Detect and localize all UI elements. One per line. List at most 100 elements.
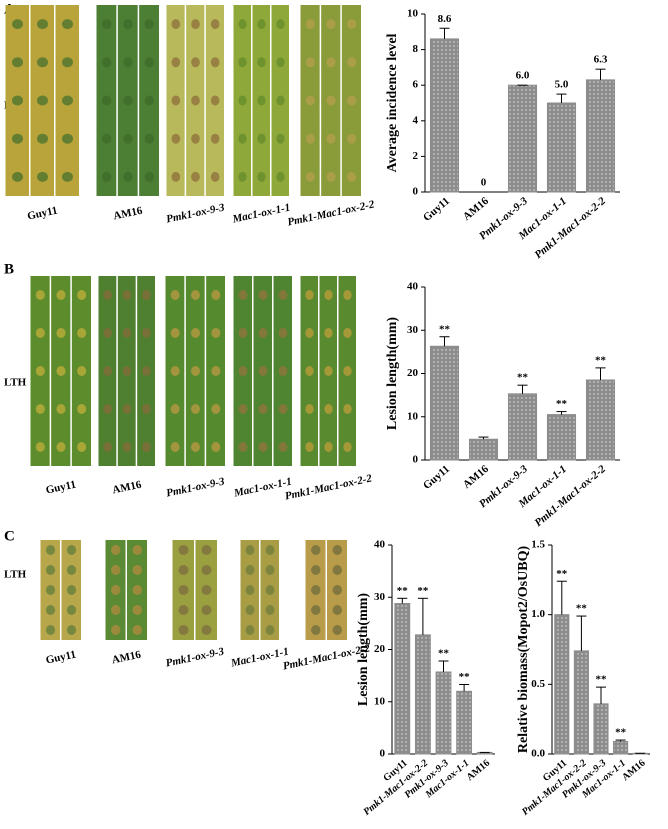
leaf-spot (257, 171, 266, 182)
leaf-spot (245, 625, 255, 635)
bar (585, 379, 616, 461)
leaf-spot (276, 57, 285, 68)
leaf-spot (66, 585, 77, 595)
leaf-spot (170, 290, 180, 300)
leaf-spot (343, 290, 352, 300)
leaf-spot (238, 328, 248, 338)
leaf-spot (347, 19, 357, 30)
y-axis-label: Average incidence level (385, 33, 400, 172)
leaf-spot (77, 290, 87, 300)
leaf-spot (37, 95, 48, 106)
photo-caption: Pmk1-ox-9-3 (165, 201, 226, 225)
leaf-spot (191, 290, 200, 300)
leaf-spot (45, 585, 56, 595)
leaf-spot (191, 366, 200, 376)
leaf-spot (103, 328, 112, 338)
leaf-spot (347, 95, 357, 106)
panel-letter: B (4, 261, 14, 277)
photo-caption: Pmk1-Mac1-ox-2-2 (286, 198, 376, 228)
leaf-spot (257, 95, 266, 106)
value-label: 5.0 (555, 79, 569, 91)
leaf-spot (326, 133, 336, 144)
leaf-spot (12, 171, 23, 182)
leaf-spot (111, 585, 121, 595)
leaf-spot (103, 404, 112, 414)
y-tick-label: 10 (407, 410, 419, 422)
leaf-spot (12, 95, 23, 106)
significance-label: ** (556, 568, 568, 580)
photo-caption: Guy11 (26, 204, 58, 222)
leaf-spot (170, 404, 180, 414)
leaf-spot (142, 366, 151, 376)
leaf-spot (111, 545, 121, 555)
leaf-spot (211, 366, 221, 376)
leaf-spot (37, 57, 48, 68)
leaf-spot (12, 57, 23, 68)
y-tick-label: 30 (407, 324, 419, 336)
leaf-spot (101, 19, 112, 30)
panel-letter: C (4, 528, 15, 544)
leaf-spot (211, 290, 221, 300)
leaf-spot (56, 404, 66, 414)
leaf-spot (142, 442, 151, 452)
photo-caption: Mac1-ox-1-1 (232, 476, 293, 500)
bar (613, 740, 629, 755)
leaf-spot (343, 404, 352, 414)
leaf-spot (101, 95, 112, 106)
x-tick-label: Pmk1-Mac1-ox-2-2 (532, 463, 608, 529)
y-tick-label: 40 (407, 281, 419, 293)
leaf-spot (238, 95, 247, 106)
photo-caption: Pmk1-ox-9-3 (165, 475, 226, 499)
leaf-spot (103, 290, 112, 300)
leaf-spot (122, 328, 132, 338)
photo-caption: Mac1-ox-1-1 (230, 202, 291, 226)
x-tick-label: Guy11 (421, 195, 452, 224)
leaf-spot (191, 328, 200, 338)
significance-label: ** (417, 585, 429, 597)
x-tick-label: AM16 (465, 758, 493, 784)
leaf-spot (191, 404, 200, 414)
leaf-spot (305, 171, 315, 182)
leaf-spot (265, 565, 275, 575)
bar (435, 671, 452, 755)
leaf-spot (265, 585, 275, 595)
leaf-spot (37, 171, 48, 182)
leaf-spot (210, 57, 220, 68)
leaf-spot (245, 605, 255, 615)
condition-label: LTH (4, 377, 27, 389)
leaf-spot (343, 366, 352, 376)
leaf-spot (62, 95, 73, 106)
leaf-spot (122, 290, 132, 300)
leaf-spot (66, 605, 77, 615)
leaf-spot (171, 133, 181, 144)
leaf-spot (77, 404, 87, 414)
leaf-spot (332, 565, 342, 575)
leaf-spot (326, 57, 336, 68)
leaf-spot (305, 95, 315, 106)
leaf-spot (305, 366, 314, 376)
leaf-spot (62, 133, 73, 144)
leaf-spot (45, 565, 56, 575)
value-label: 0 (481, 177, 487, 189)
leaf-spot (171, 95, 181, 106)
leaf-spot (311, 545, 321, 555)
leaf-spot (324, 404, 333, 414)
leaf-spot (178, 565, 189, 575)
leaf-spot (305, 19, 315, 30)
leaf-spot (201, 625, 212, 635)
leaf-spot (170, 442, 180, 452)
leaf-spot (122, 404, 132, 414)
leaf-spot (111, 565, 121, 575)
photo-caption: AM16 (112, 205, 144, 223)
leaf-spot (144, 95, 155, 106)
leaf-spot (45, 605, 56, 615)
leaf-spot (238, 290, 248, 300)
leaf-spot (311, 565, 321, 575)
leaf-spot (276, 95, 285, 106)
leaf-spot (101, 133, 112, 144)
bar (429, 38, 460, 193)
leaf-spot (191, 442, 200, 452)
leaf-spot (265, 545, 275, 555)
leaf-spot (278, 290, 288, 300)
leaf-spot (103, 442, 112, 452)
